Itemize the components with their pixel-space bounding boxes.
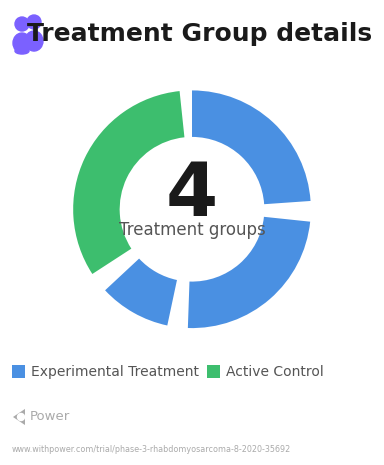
Text: Treatment groups: Treatment groups bbox=[119, 221, 265, 239]
Text: Power: Power bbox=[30, 411, 70, 424]
Circle shape bbox=[18, 413, 25, 420]
Wedge shape bbox=[188, 217, 310, 328]
Text: Treatment Group details: Treatment Group details bbox=[27, 22, 372, 46]
FancyBboxPatch shape bbox=[207, 365, 220, 378]
FancyBboxPatch shape bbox=[12, 365, 25, 378]
Ellipse shape bbox=[25, 31, 43, 51]
Circle shape bbox=[15, 17, 29, 31]
Text: 4: 4 bbox=[166, 159, 218, 232]
Text: Experimental Treatment: Experimental Treatment bbox=[31, 365, 199, 379]
Text: www.withpower.com/trial/phase-3-rhabdomyosarcoma-8-2020-35692: www.withpower.com/trial/phase-3-rhabdomy… bbox=[12, 445, 291, 454]
Wedge shape bbox=[192, 90, 311, 204]
Text: Active Control: Active Control bbox=[226, 365, 324, 379]
Ellipse shape bbox=[15, 48, 29, 54]
Wedge shape bbox=[73, 91, 184, 274]
Circle shape bbox=[27, 15, 41, 29]
Ellipse shape bbox=[13, 33, 31, 53]
Wedge shape bbox=[105, 259, 177, 326]
Polygon shape bbox=[13, 409, 25, 425]
